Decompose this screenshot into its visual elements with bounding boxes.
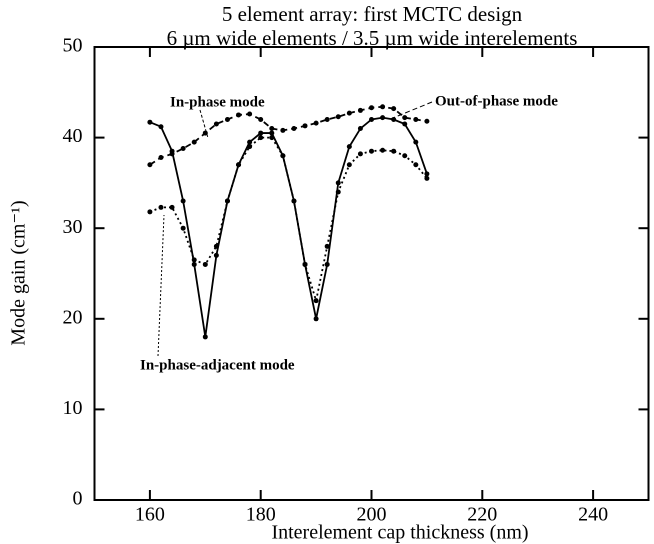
data-point bbox=[369, 116, 374, 122]
data-point bbox=[335, 180, 341, 186]
data-point bbox=[258, 130, 264, 136]
data-point bbox=[158, 204, 164, 210]
data-point bbox=[236, 112, 242, 118]
data-point bbox=[424, 171, 430, 177]
data-point bbox=[357, 126, 363, 132]
data-point bbox=[247, 139, 253, 145]
annotation: In-phase-adjacent mode bbox=[140, 357, 295, 373]
x-tick-label: 160 bbox=[135, 504, 165, 526]
y-axis-label: Mode gain (cm⁻¹) bbox=[8, 200, 30, 345]
data-point bbox=[147, 162, 153, 168]
data-point bbox=[269, 126, 275, 132]
data-point bbox=[158, 155, 164, 161]
data-point bbox=[369, 105, 374, 111]
annotation: In-phase mode bbox=[170, 94, 265, 110]
data-point bbox=[191, 261, 197, 267]
chart-subtitle: 6 µm wide elements / 3.5 µm wide interel… bbox=[167, 26, 578, 50]
data-point bbox=[158, 124, 164, 130]
data-point bbox=[180, 225, 186, 231]
data-point bbox=[313, 298, 319, 304]
data-point bbox=[313, 316, 319, 322]
data-point bbox=[324, 116, 330, 122]
data-point bbox=[224, 198, 230, 204]
data-point bbox=[247, 111, 253, 117]
data-point bbox=[213, 121, 219, 127]
annotation-arrow bbox=[157, 214, 165, 357]
data-point bbox=[269, 135, 275, 141]
data-point bbox=[402, 153, 408, 159]
data-point bbox=[346, 162, 352, 168]
data-point bbox=[180, 198, 186, 204]
chart-title: 5 element array: first MCTC design bbox=[222, 2, 523, 26]
y-tick-label: 0 bbox=[73, 488, 83, 510]
data-point bbox=[213, 252, 219, 258]
data-point bbox=[169, 204, 175, 210]
data-point bbox=[357, 151, 363, 157]
data-point bbox=[391, 116, 397, 122]
data-point bbox=[191, 139, 197, 145]
data-point bbox=[380, 147, 386, 153]
data-point bbox=[324, 243, 330, 249]
data-point bbox=[302, 123, 308, 129]
data-point bbox=[202, 130, 208, 136]
y-tick-label: 50 bbox=[63, 35, 83, 57]
data-point bbox=[346, 144, 352, 150]
plot-frame bbox=[93, 46, 650, 501]
data-point bbox=[413, 162, 419, 168]
x-axis-label: Interelement cap thickness (nm) bbox=[271, 522, 528, 544]
data-point bbox=[335, 189, 341, 195]
annotation: Out-of-phase mode bbox=[435, 93, 558, 109]
data-point bbox=[369, 148, 374, 154]
data-point bbox=[335, 114, 341, 120]
y-tick-label: 10 bbox=[63, 397, 83, 419]
data-point bbox=[280, 153, 286, 159]
y-tick-label: 20 bbox=[63, 306, 83, 328]
data-point bbox=[313, 120, 319, 126]
data-point bbox=[224, 116, 230, 122]
x-tick-label: 200 bbox=[357, 504, 387, 526]
data-point bbox=[191, 257, 197, 263]
data-point bbox=[391, 148, 397, 154]
data-point bbox=[202, 261, 208, 267]
data-point bbox=[269, 130, 275, 136]
data-point bbox=[402, 121, 408, 127]
data-point bbox=[280, 127, 286, 133]
data-point bbox=[180, 145, 186, 151]
data-point bbox=[413, 139, 419, 145]
series-line bbox=[149, 136, 428, 301]
x-tick-label: 180 bbox=[246, 504, 276, 526]
data-point bbox=[147, 119, 153, 125]
data-point bbox=[291, 198, 297, 204]
data-point bbox=[302, 261, 308, 267]
series-line bbox=[149, 105, 428, 166]
y-tick-label: 40 bbox=[63, 125, 83, 147]
data-point bbox=[247, 144, 253, 150]
data-point bbox=[380, 115, 386, 121]
data-point bbox=[346, 110, 352, 116]
data-point bbox=[291, 126, 297, 132]
data-point bbox=[324, 261, 330, 267]
data-point bbox=[202, 334, 208, 340]
y-tick-label: 30 bbox=[63, 216, 83, 238]
data-point bbox=[380, 104, 386, 110]
data-point bbox=[169, 151, 175, 157]
data-point bbox=[258, 116, 264, 122]
data-point bbox=[391, 106, 397, 112]
x-tick-label: 220 bbox=[467, 504, 497, 526]
data-point bbox=[147, 209, 153, 215]
data-point bbox=[413, 116, 419, 122]
data-point bbox=[236, 162, 242, 168]
data-point bbox=[258, 135, 264, 141]
data-point bbox=[357, 107, 363, 113]
data-point bbox=[402, 115, 408, 121]
data-point bbox=[213, 243, 219, 249]
x-tick-label: 240 bbox=[578, 504, 608, 526]
data-point bbox=[424, 118, 430, 124]
data-point bbox=[424, 175, 430, 181]
